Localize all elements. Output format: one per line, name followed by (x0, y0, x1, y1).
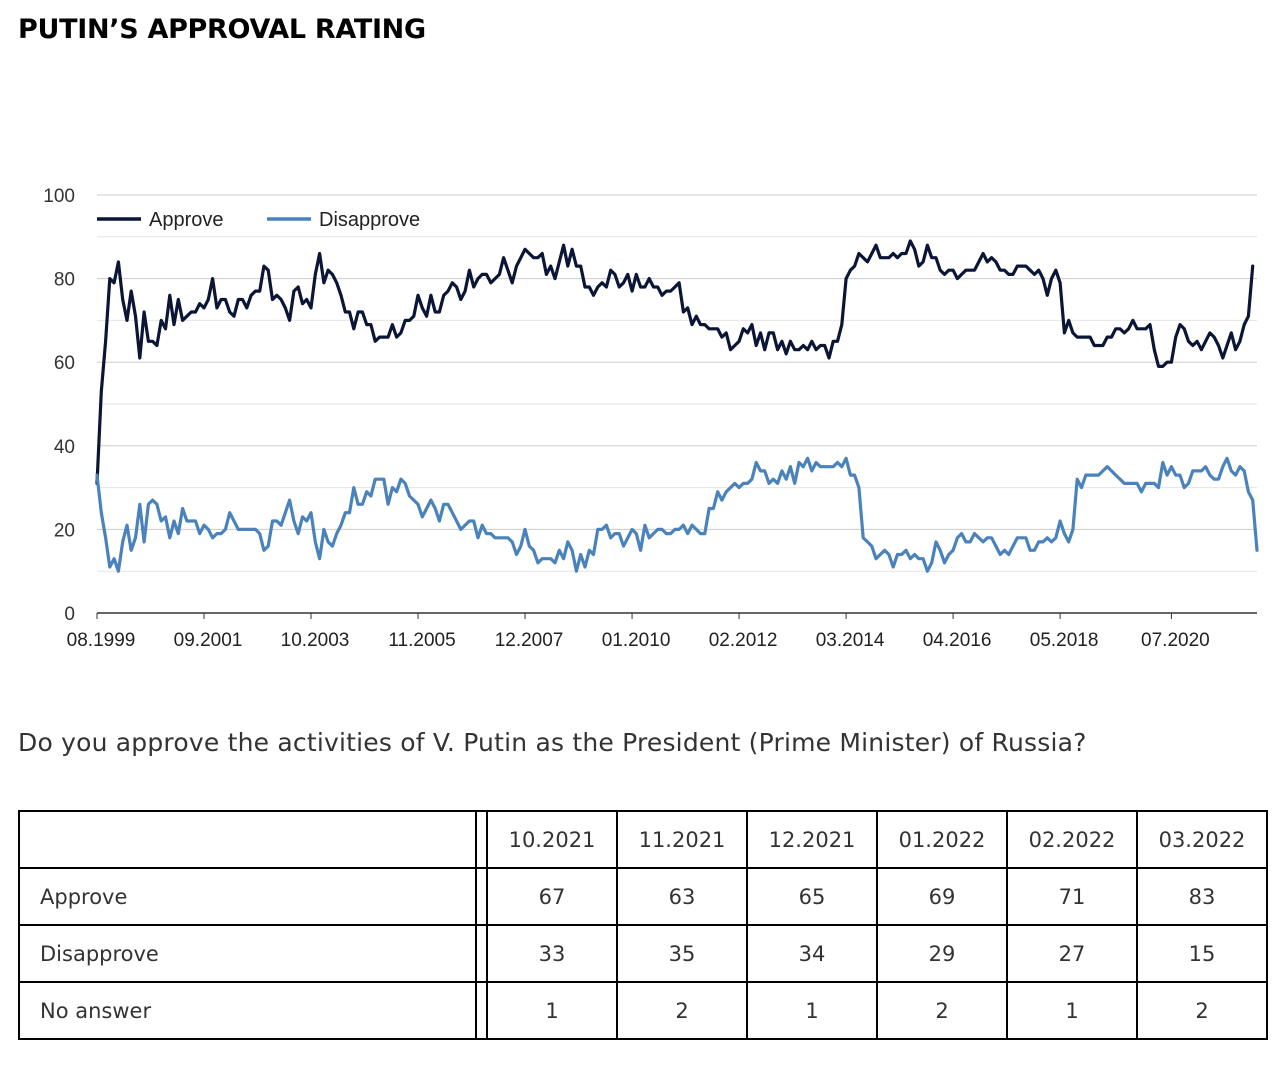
x-axis-ticks: 08.1999 09.2001 10.2003 11.2005 12.2007 01.20… (67, 613, 1210, 651)
table-separator (475, 867, 488, 926)
column-header: 12.2021 (746, 810, 878, 869)
table-header-empty (18, 810, 476, 869)
y-tick-label: 40 (54, 437, 75, 458)
table-header-row: 10.2021 11.2021 12.2021 01.2022 02.2022 … (18, 810, 1268, 869)
table-cell: 15 (1136, 924, 1268, 983)
x-tick-label: 05.2018 (1030, 630, 1099, 651)
table-cell: 83 (1136, 867, 1268, 926)
y-tick-label: 100 (43, 186, 75, 207)
legend-label: Approve (149, 209, 224, 231)
y-tick-label: 20 (54, 520, 75, 541)
survey-question: Do you approve the activities of V. Puti… (18, 728, 1087, 757)
table-cell: 2 (1136, 981, 1268, 1040)
x-tick-label: 04.2016 (923, 630, 992, 651)
table-separator (475, 924, 488, 983)
x-tick-label: 10.2003 (281, 630, 350, 651)
x-tick-label: 07.2020 (1141, 630, 1210, 651)
table-cell: 1 (1006, 981, 1138, 1040)
column-header: 10.2021 (486, 810, 618, 869)
column-header: 11.2021 (616, 810, 748, 869)
table-cell: 33 (486, 924, 618, 983)
x-tick-label: 11.2005 (388, 630, 455, 651)
x-tick-label: 03.2014 (816, 630, 885, 651)
column-header: 02.2022 (1006, 810, 1138, 869)
table-cell: 71 (1006, 867, 1138, 926)
row-label: Disapprove (18, 924, 476, 983)
table-cell: 1 (746, 981, 878, 1040)
table-cell: 29 (876, 924, 1008, 983)
x-tick-label: 12.2007 (495, 630, 564, 651)
column-header: 03.2022 (1136, 810, 1268, 869)
results-table: 10.2021 11.2021 12.2021 01.2022 02.2022 … (18, 810, 1268, 1040)
table-row: Approve 67 63 65 69 71 83 (18, 867, 1268, 926)
x-tick-label: 09.2001 (174, 630, 243, 651)
approval-line-chart: 0 20 40 60 80 100 08.1999 09.2001 10.2003 11.200… (43, 186, 1259, 651)
chart-gridlines (97, 194, 1257, 614)
series-line-disapprove (95, 456, 1259, 573)
row-label: No answer (18, 981, 476, 1040)
series-line-approve (95, 239, 1255, 485)
table-separator (475, 810, 488, 869)
table-row: No answer 1 2 1 2 1 2 (18, 981, 1268, 1040)
legend-label: Disapprove (319, 209, 420, 231)
table-cell: 65 (746, 867, 878, 926)
x-tick-label: 08.1999 (67, 630, 136, 651)
chart-series (95, 239, 1259, 573)
table-cell: 34 (746, 924, 878, 983)
page-title: PUTIN’S APPROVAL RATING (18, 14, 426, 45)
column-header: 01.2022 (876, 810, 1008, 869)
x-tick-label: 02.2012 (709, 630, 778, 651)
table-cell: 63 (616, 867, 748, 926)
table-cell: 27 (1006, 924, 1138, 983)
table-cell: 2 (616, 981, 748, 1040)
table-cell: 69 (876, 867, 1008, 926)
row-label: Approve (18, 867, 476, 926)
y-tick-label: 0 (64, 604, 75, 625)
table-row: Disapprove 33 35 34 29 27 15 (18, 924, 1268, 983)
y-tick-label: 60 (54, 353, 75, 374)
table-cell: 2 (876, 981, 1008, 1040)
table-separator (475, 981, 488, 1040)
table-cell: 35 (616, 924, 748, 983)
y-tick-label: 80 (54, 270, 75, 291)
x-tick-label: 01.2010 (602, 630, 671, 651)
y-axis-ticks: 0 20 40 60 80 100 (43, 186, 75, 625)
chart-legend: Approve Disapprove (97, 209, 420, 231)
table-cell: 1 (486, 981, 618, 1040)
table-cell: 67 (486, 867, 618, 926)
